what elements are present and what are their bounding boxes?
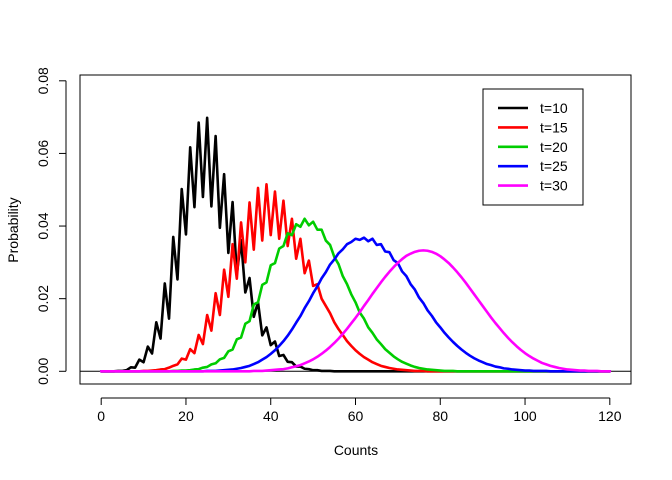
legend-label: t=15 xyxy=(540,119,568,135)
x-axis-title: Counts xyxy=(334,442,378,458)
legend-label: t=25 xyxy=(540,158,568,174)
y-tick-label: 0.04 xyxy=(35,212,51,239)
plot-frame xyxy=(79,74,632,385)
y-tick-label: 0.08 xyxy=(35,67,51,94)
axis-layer: 0 20 40 60 80 100 120 0.00 0.02 0.04 0.06 0.08 xyxy=(35,67,622,424)
legend-label: t=20 xyxy=(540,139,568,155)
x-tick-label: 0 xyxy=(97,408,105,424)
series-layer xyxy=(80,116,631,373)
legend-label: t=30 xyxy=(540,178,568,194)
x-tick-label: 60 xyxy=(348,408,364,424)
x-tick-label: 40 xyxy=(263,408,279,424)
series-line-t-30 xyxy=(99,249,612,373)
legend: t=10 t=15 t=20 t=25 t=30 xyxy=(482,88,584,206)
x-tick-label: 100 xyxy=(513,408,537,424)
x-tick-label: 120 xyxy=(598,408,622,424)
y-tick-label: 0.00 xyxy=(35,357,51,384)
y-axis-title: Probability xyxy=(5,197,21,262)
y-tick-label: 0.06 xyxy=(35,140,51,167)
legend-label: t=10 xyxy=(540,100,568,116)
x-tick-label: 80 xyxy=(432,408,448,424)
x-tick-label: 20 xyxy=(178,408,194,424)
y-tick-label: 0.02 xyxy=(35,285,51,312)
